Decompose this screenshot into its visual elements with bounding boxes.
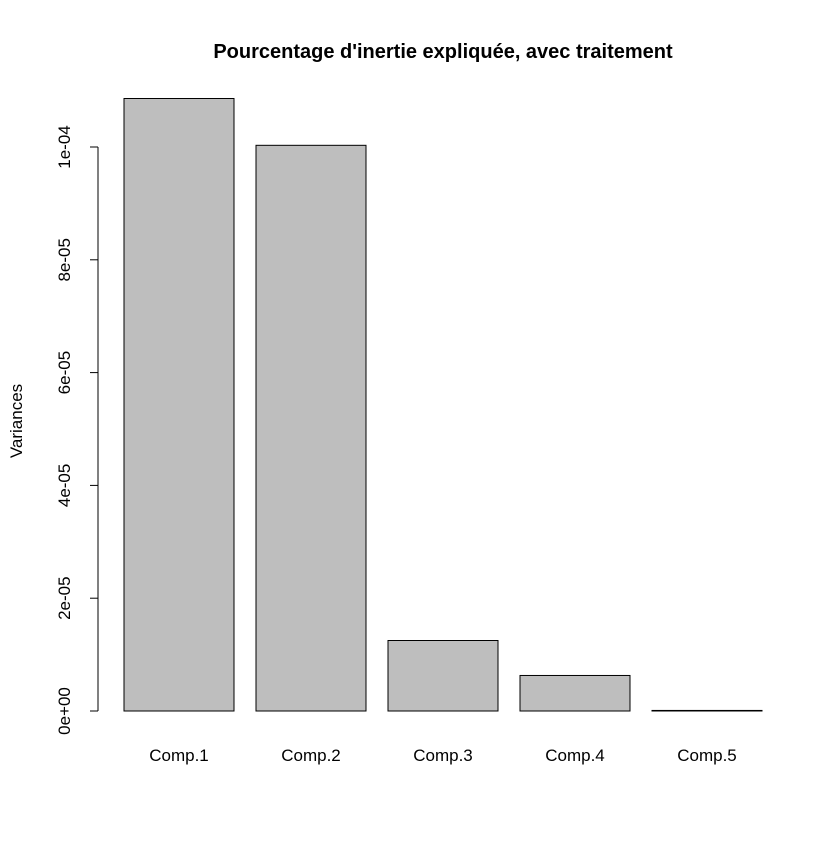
x-tick-label: Comp.5	[677, 746, 737, 765]
bars	[123, 97, 763, 712]
x-axis-labels: Comp.1 Comp.2 Comp.3 Comp.4 Comp.5	[149, 746, 737, 765]
bar-comp-1	[123, 97, 235, 712]
x-tick-label: Comp.3	[413, 746, 473, 765]
y-tick-label: 6e-05	[55, 351, 74, 394]
bar-comp-3	[387, 640, 499, 712]
x-tick-label: Comp.4	[545, 746, 605, 765]
x-tick-label: Comp.1	[149, 746, 209, 765]
bar-comp-2	[255, 144, 367, 712]
y-tick-label: 8e-05	[55, 238, 74, 281]
y-tick-label: 1e-04	[55, 125, 74, 168]
y-axis-label: Variances	[7, 384, 26, 458]
y-tick-label: 2e-05	[55, 576, 74, 619]
bar-comp-4	[519, 674, 631, 712]
x-tick-label: Comp.2	[281, 746, 341, 765]
y-tick-label: 0e+00	[55, 687, 74, 735]
y-tick-label: 4e-05	[55, 464, 74, 507]
chart-title: Pourcentage d'inertie expliquée, avec tr…	[213, 41, 673, 63]
y-axis: 0e+00 2e-05 4e-05 6e-05 8e-05 1e-04	[55, 125, 99, 735]
bar-comp-5	[651, 709, 763, 712]
